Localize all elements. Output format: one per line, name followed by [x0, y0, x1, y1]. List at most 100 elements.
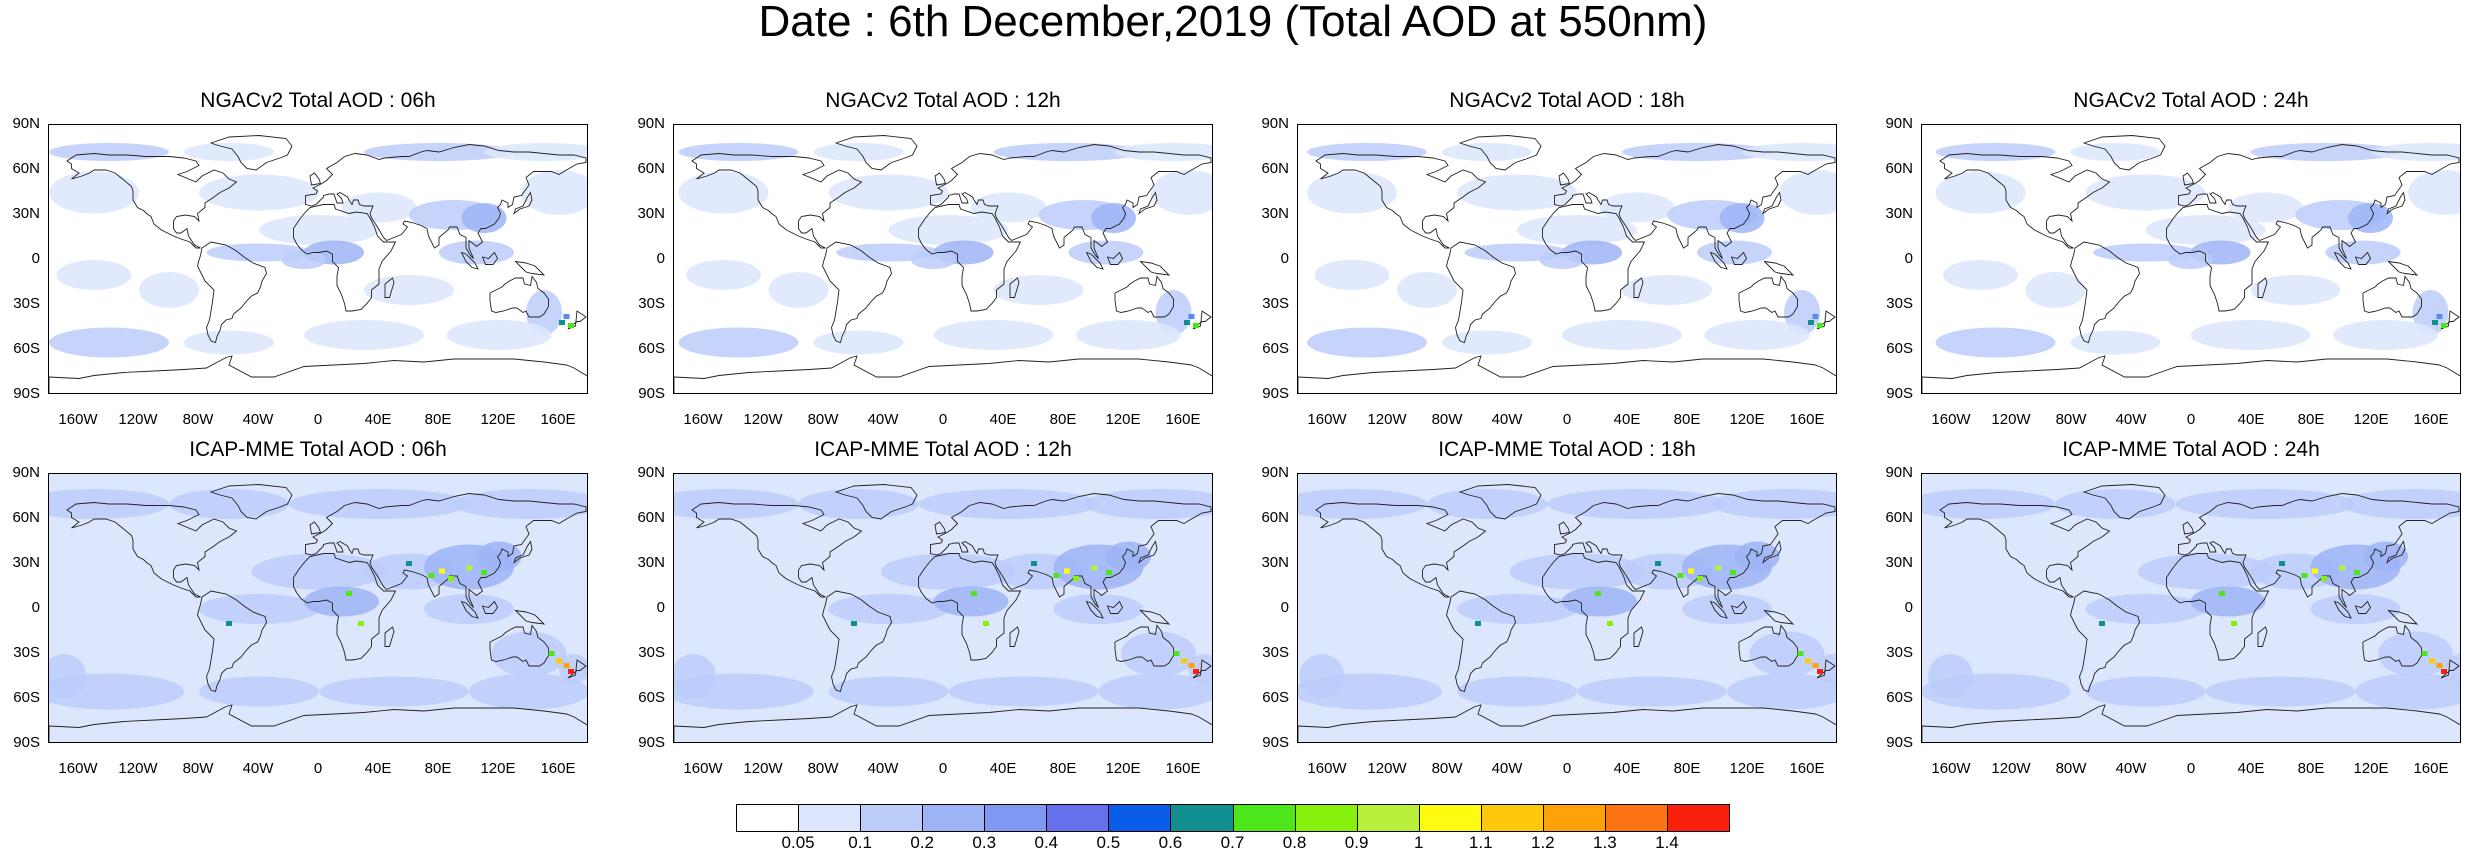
colorbar-swatch	[984, 804, 1048, 832]
aod-hotspot	[1688, 568, 1694, 574]
coastline	[1762, 540, 1782, 564]
coastline	[1138, 540, 1158, 564]
aod-field	[2145, 215, 2266, 245]
aod-field	[1719, 203, 1765, 233]
lat-tick-label: 90N	[637, 464, 665, 481]
lon-tick-label: 40W	[867, 411, 899, 428]
coastline	[1298, 704, 1836, 742]
map-frame	[1921, 124, 2461, 394]
aod-field	[933, 586, 1009, 617]
lon-tick-label: 160E	[1165, 411, 1201, 428]
lat-tick-label: 0	[656, 599, 665, 616]
aod-hotspot	[1031, 561, 1037, 566]
lon-tick-label: 80E	[424, 411, 452, 428]
coastline	[1298, 355, 1836, 393]
aod-field	[1442, 330, 1532, 355]
map-canvas	[1922, 125, 2460, 393]
aod-hotspot	[1184, 320, 1190, 325]
lat-tick-label: 60S	[13, 340, 40, 357]
map-frame	[48, 473, 588, 743]
colorbar-label: 0.9	[1344, 833, 1369, 852]
aod-field	[1965, 616, 2086, 662]
coastline	[2070, 241, 2140, 344]
coastline	[1816, 659, 1836, 679]
aod-field	[1922, 519, 2011, 579]
aod-hotspot	[439, 568, 445, 574]
aod-field	[1577, 676, 1727, 707]
coastline	[930, 493, 1212, 608]
aod-field	[1547, 489, 1727, 519]
aod-field	[1068, 240, 1144, 265]
lon-tick-label: 120W	[1367, 411, 1407, 428]
lat-tick-label: 30N	[637, 205, 665, 222]
aod-field	[484, 143, 587, 161]
aod-hotspot	[2312, 568, 2318, 574]
colorbar-label: 1.2	[1530, 833, 1555, 852]
coastline	[1939, 153, 2111, 249]
lat-tick-label: 90S	[1262, 385, 1289, 402]
aod-field	[199, 594, 319, 624]
coastline	[481, 600, 499, 614]
coastline	[2387, 260, 2419, 276]
aod-field	[1607, 624, 1727, 669]
coastline	[2440, 659, 2460, 679]
lon-tick-label: 160E	[540, 760, 576, 777]
aod-field	[2070, 143, 2161, 161]
aod-field	[1622, 143, 1772, 161]
aod-field	[1076, 320, 1181, 350]
lon-tick-label: 120E	[1105, 411, 1141, 428]
lat-tick-label: 60S	[1262, 689, 1289, 706]
colorbar-swatch	[736, 804, 800, 832]
lon-tick-label: 40E	[2237, 760, 2265, 777]
lat-tick-label: 30N	[1261, 205, 1289, 222]
aod-field	[1935, 327, 2056, 358]
aod-field	[79, 616, 199, 662]
lon-tick-label: 160E	[540, 411, 576, 428]
aod-field	[933, 320, 1054, 350]
lat-tick-label: 30N	[637, 554, 665, 571]
colorbar-swatch	[1480, 804, 1544, 832]
lon-tick-label: 40E	[1613, 411, 1641, 428]
lat-tick-label: 30S	[638, 644, 665, 661]
lat-tick-label: 0	[656, 250, 665, 267]
aod-hotspot	[1697, 576, 1703, 581]
colorbar-label: 0.8	[1282, 833, 1307, 852]
aod-field	[993, 275, 1084, 305]
lon-tick-label: 160E	[1789, 411, 1825, 428]
map-frame	[673, 124, 1213, 394]
aod-field	[2378, 631, 2453, 677]
coastline	[934, 521, 947, 535]
coastline	[1192, 659, 1212, 679]
coastline	[691, 153, 863, 249]
aod-field	[1727, 673, 1836, 710]
aod-field	[881, 553, 1016, 590]
aod-field	[1299, 654, 1345, 699]
coastline	[209, 135, 293, 171]
coastline	[2257, 277, 2268, 298]
aod-hotspot	[1173, 651, 1180, 656]
map-panel: NGACv2 Total AOD : 06h 90N 60N 30N 0 30S 60S 90…	[4, 89, 588, 428]
lon-tick-label: 160W	[1307, 760, 1347, 777]
lat-tick-label: 30S	[13, 295, 40, 312]
lat-tick-label: 60S	[1886, 340, 1913, 357]
aod-field	[289, 489, 469, 519]
lon-tick-label: 80E	[1049, 760, 1077, 777]
lat-tick-label: 60N	[637, 509, 665, 526]
aod-hotspot	[2099, 621, 2105, 626]
coastline	[1106, 600, 1124, 614]
aod-field	[678, 327, 799, 358]
map-frame	[1297, 124, 1837, 394]
aod-field	[461, 203, 507, 233]
aod-field	[1599, 192, 1675, 223]
coastline	[1554, 144, 1836, 259]
lon-tick-label: 40W	[1491, 411, 1523, 428]
coastline	[1558, 172, 1571, 186]
lon-tick-label: 40W	[242, 760, 274, 777]
lon-tick-label: 40E	[364, 411, 392, 428]
lon-tick-label: 80W	[182, 760, 214, 777]
lat-tick-label: 30N	[1885, 205, 1913, 222]
lon-tick-label: 0	[313, 411, 323, 428]
aod-hotspot	[1677, 573, 1684, 578]
lon-tick-label: 80E	[2297, 411, 2325, 428]
aod-hotspot	[548, 651, 555, 656]
